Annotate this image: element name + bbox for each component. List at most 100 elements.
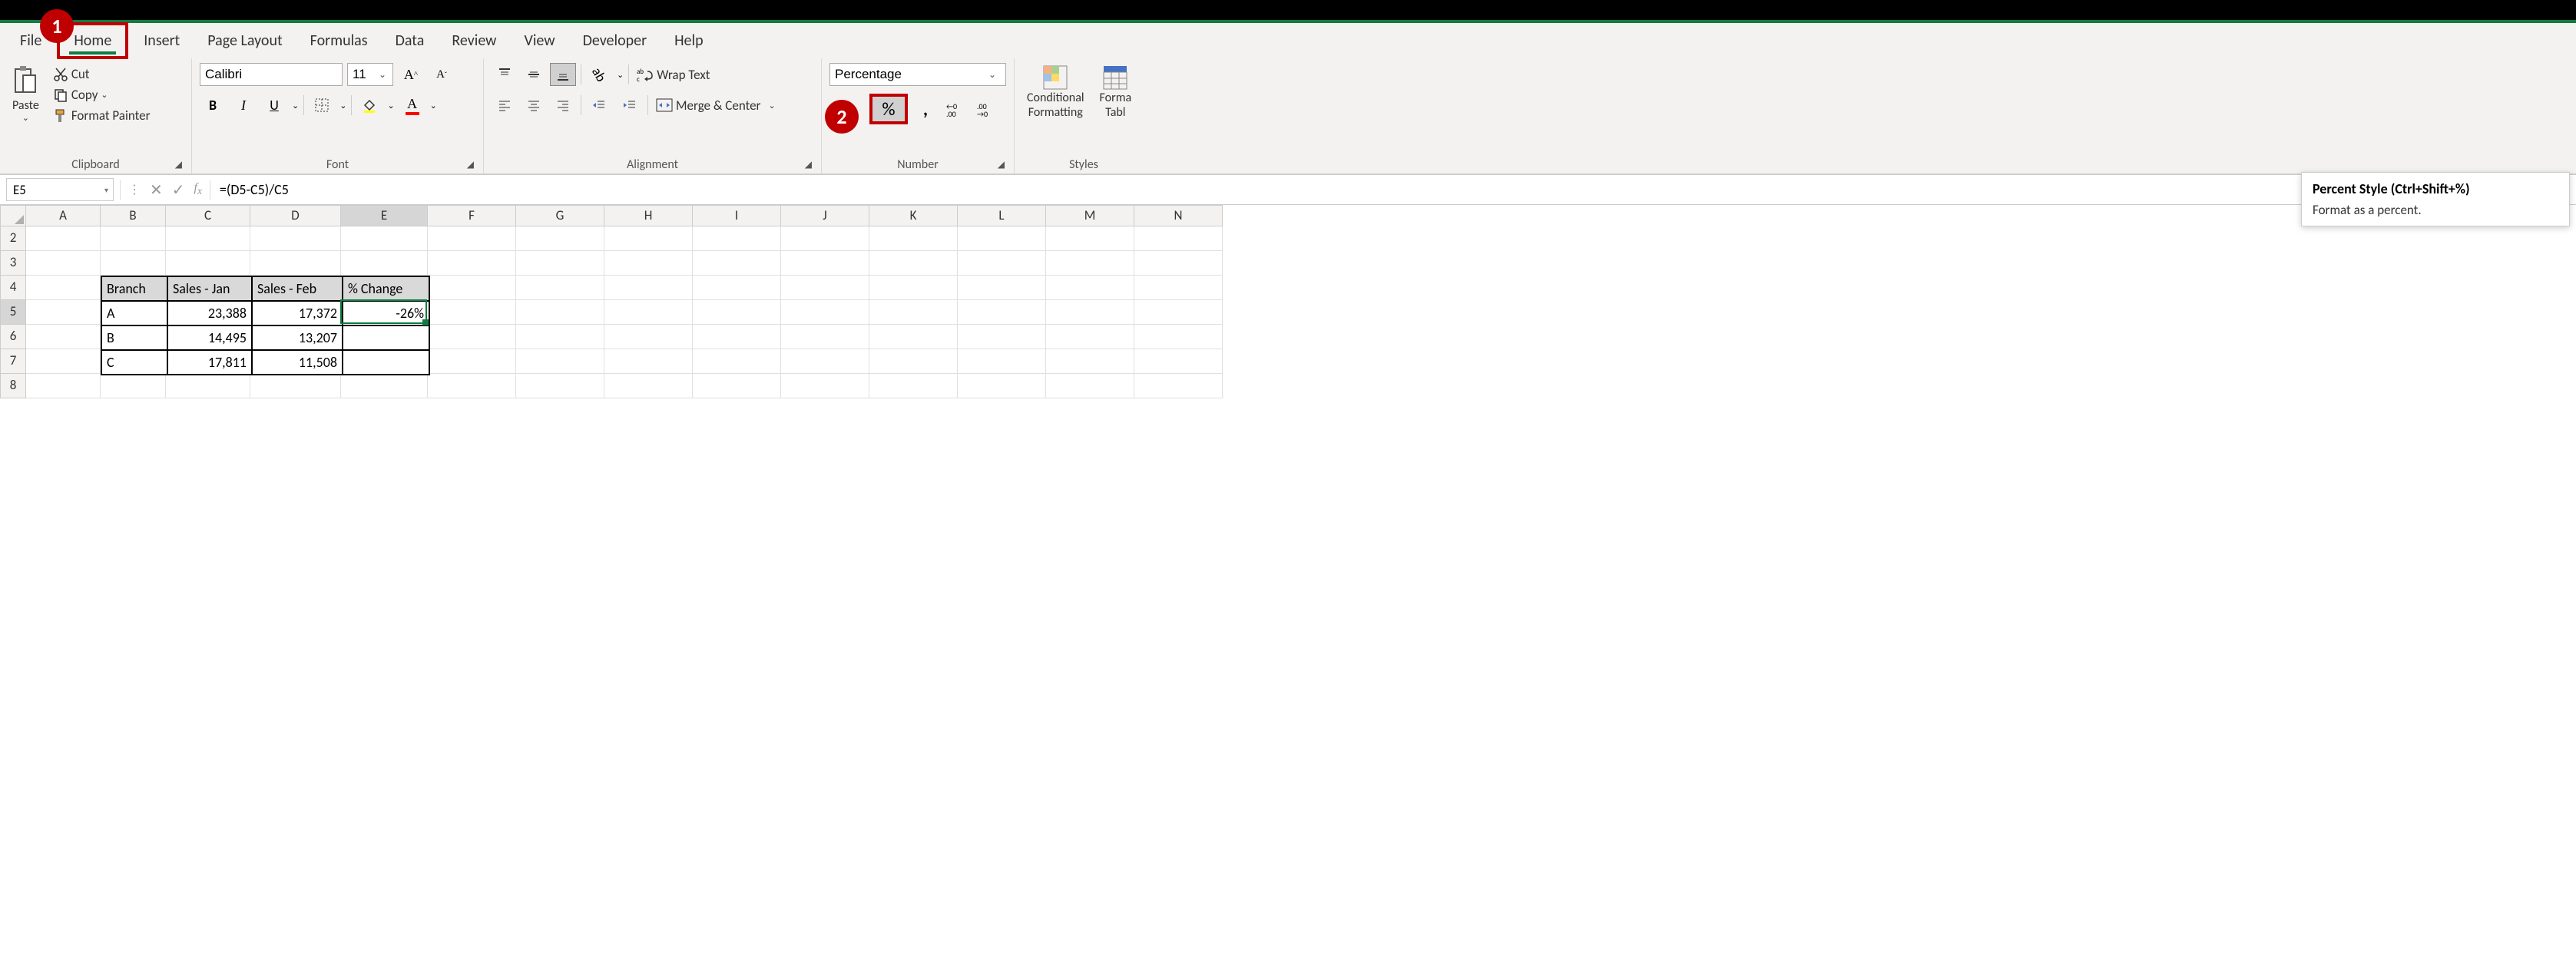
cell[interactable]	[250, 374, 341, 398]
cell[interactable]	[869, 251, 958, 276]
fx-icon[interactable]: fx	[194, 181, 202, 197]
tab-review[interactable]: Review	[438, 25, 510, 56]
format-painter-button[interactable]: Format Painter	[50, 106, 154, 125]
font-size-input[interactable]	[348, 67, 374, 82]
cell[interactable]	[693, 349, 781, 374]
dialog-launcher-icon[interactable]: ◢	[175, 159, 182, 170]
table-cell[interactable]: C	[101, 350, 167, 375]
table-cell[interactable]: B	[101, 325, 167, 350]
cell[interactable]	[1134, 374, 1223, 398]
cell[interactable]	[516, 349, 604, 374]
cell[interactable]	[341, 251, 428, 276]
row-header[interactable]: 4	[0, 276, 26, 300]
cell[interactable]	[781, 226, 869, 251]
align-left-button[interactable]	[492, 94, 518, 117]
cell[interactable]	[1046, 349, 1134, 374]
table-cell[interactable]: 23,388	[167, 301, 252, 325]
column-header[interactable]: J	[781, 205, 869, 226]
table-cell[interactable]: 17,811	[167, 350, 252, 375]
table-header-cell[interactable]: Branch	[101, 276, 167, 301]
cell[interactable]	[101, 226, 166, 251]
cell[interactable]	[781, 325, 869, 349]
cell[interactable]	[250, 251, 341, 276]
cell[interactable]	[693, 300, 781, 325]
cell[interactable]	[958, 325, 1046, 349]
cell[interactable]	[604, 276, 693, 300]
row-header[interactable]: 2	[0, 226, 26, 251]
cell[interactable]	[516, 226, 604, 251]
cell[interactable]	[869, 300, 958, 325]
cell[interactable]	[958, 300, 1046, 325]
number-format-combo[interactable]: ⌄	[829, 63, 1006, 86]
cell[interactable]	[516, 276, 604, 300]
cell[interactable]	[26, 325, 101, 349]
cell[interactable]	[428, 226, 516, 251]
cell[interactable]	[1046, 226, 1134, 251]
cell[interactable]	[341, 374, 428, 398]
cell[interactable]	[166, 251, 250, 276]
column-header[interactable]: D	[250, 205, 341, 226]
tab-page-layout[interactable]: Page Layout	[194, 25, 296, 56]
column-header[interactable]: C	[166, 205, 250, 226]
cell[interactable]	[1134, 300, 1223, 325]
paste-button[interactable]: Paste ⌄	[8, 63, 44, 124]
cell[interactable]	[101, 374, 166, 398]
cell[interactable]	[26, 226, 101, 251]
cell[interactable]	[516, 325, 604, 349]
cell[interactable]	[781, 251, 869, 276]
enter-icon[interactable]: ✓	[172, 180, 185, 200]
cell[interactable]	[428, 276, 516, 300]
cell[interactable]	[1046, 251, 1134, 276]
cell[interactable]	[516, 374, 604, 398]
cell[interactable]	[1134, 226, 1223, 251]
cell[interactable]	[166, 226, 250, 251]
cell[interactable]	[1046, 325, 1134, 349]
table-cell[interactable]	[343, 325, 429, 350]
cell[interactable]	[516, 251, 604, 276]
borders-button[interactable]	[309, 94, 335, 117]
worksheet-grid[interactable]: ABCDEFGHIJKLMN 2345678 BranchSales - Jan…	[0, 205, 2576, 398]
table-cell[interactable]: A	[101, 301, 167, 325]
cell[interactable]	[26, 251, 101, 276]
tab-view[interactable]: View	[510, 25, 568, 56]
cell[interactable]	[604, 349, 693, 374]
cell[interactable]	[1134, 325, 1223, 349]
name-box[interactable]: E5 ▾	[6, 178, 114, 201]
cell[interactable]	[869, 325, 958, 349]
align-center-button[interactable]	[521, 94, 547, 117]
cell[interactable]	[958, 349, 1046, 374]
cell[interactable]	[869, 349, 958, 374]
cell[interactable]	[1046, 374, 1134, 398]
decrease-decimal-button[interactable]: .00→0	[974, 97, 1000, 121]
cell[interactable]	[604, 251, 693, 276]
cell[interactable]	[428, 251, 516, 276]
fill-color-button[interactable]	[356, 94, 382, 117]
cell[interactable]	[428, 325, 516, 349]
align-bottom-button[interactable]	[550, 63, 576, 86]
cells-area[interactable]: BranchSales - JanSales - Feb% ChangeA23,…	[26, 226, 1223, 398]
cut-button[interactable]: Cut	[50, 64, 154, 84]
bold-button[interactable]: B	[200, 94, 226, 117]
dialog-launcher-icon[interactable]: ◢	[998, 159, 1005, 170]
cell[interactable]	[1046, 276, 1134, 300]
font-color-button[interactable]: A	[399, 94, 425, 117]
cell[interactable]	[26, 276, 101, 300]
decrease-font-button[interactable]: Aˇ	[429, 63, 455, 86]
cell[interactable]	[26, 374, 101, 398]
underline-button[interactable]: U	[261, 94, 287, 117]
cell[interactable]	[693, 226, 781, 251]
italic-button[interactable]: I	[230, 94, 257, 117]
table-cell[interactable]: 13,207	[252, 325, 343, 350]
tab-help[interactable]: Help	[661, 25, 717, 56]
column-header[interactable]: K	[869, 205, 958, 226]
cell[interactable]	[693, 325, 781, 349]
tab-insert[interactable]: Insert	[130, 25, 194, 56]
formula-input[interactable]: =(D5-C5)/C5	[210, 181, 2576, 198]
cell[interactable]	[516, 300, 604, 325]
cell[interactable]	[1134, 251, 1223, 276]
cell[interactable]	[166, 374, 250, 398]
cell[interactable]	[781, 276, 869, 300]
increase-font-button[interactable]: A^	[398, 63, 424, 86]
merge-center-button[interactable]: Merge & Center ⌄	[653, 96, 779, 115]
row-header[interactable]: 6	[0, 325, 26, 349]
